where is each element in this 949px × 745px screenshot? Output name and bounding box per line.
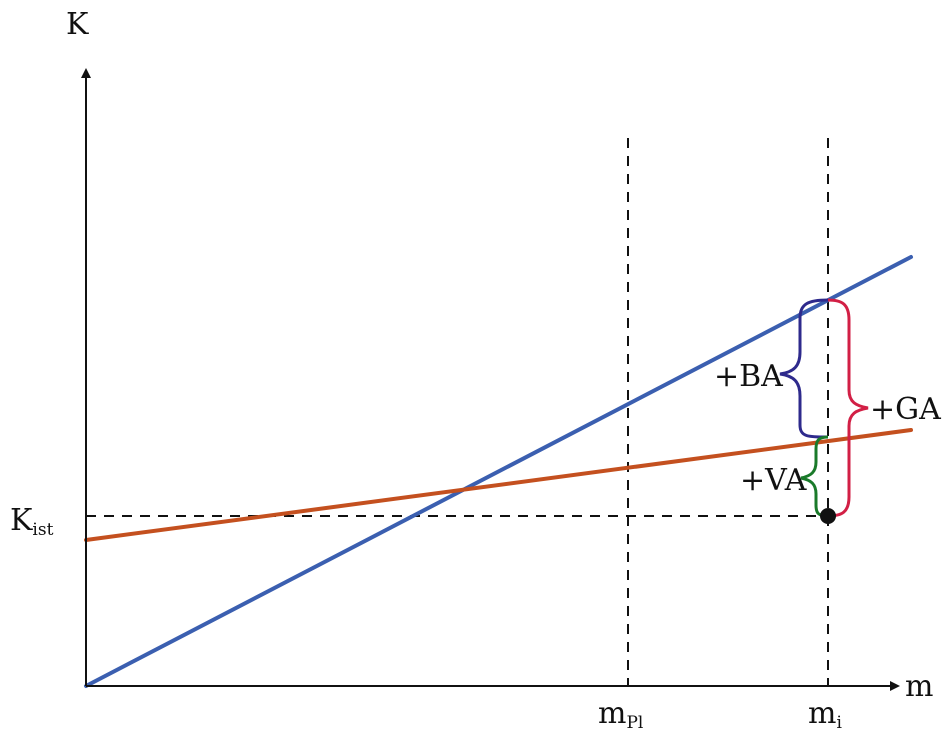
red-cost-line — [84, 428, 913, 542]
m-i-subscript: i — [836, 713, 842, 733]
brace-ga-label: +GA — [870, 392, 941, 427]
x-axis-label: m — [905, 669, 933, 704]
brace-ga — [827, 298, 869, 518]
k-ist-subscript: ist — [32, 520, 53, 540]
current-point-marker — [820, 508, 836, 524]
m-i-main: m — [808, 696, 836, 731]
m-i-label: mi — [808, 696, 842, 733]
m-pl-main: m — [598, 696, 626, 731]
brace-va — [800, 435, 829, 518]
m-pl-label: mPl — [598, 696, 643, 733]
k-ist-label: Kist — [10, 503, 54, 540]
y-axis-label: K — [66, 7, 89, 42]
blue-cost-line — [84, 255, 913, 688]
brace-va-label: +VA — [740, 463, 807, 498]
brace-ba — [779, 298, 829, 439]
k-ist-main: K — [10, 503, 33, 538]
m-pl-subscript: Pl — [626, 713, 643, 733]
brace-ba-label: +BA — [714, 359, 783, 394]
